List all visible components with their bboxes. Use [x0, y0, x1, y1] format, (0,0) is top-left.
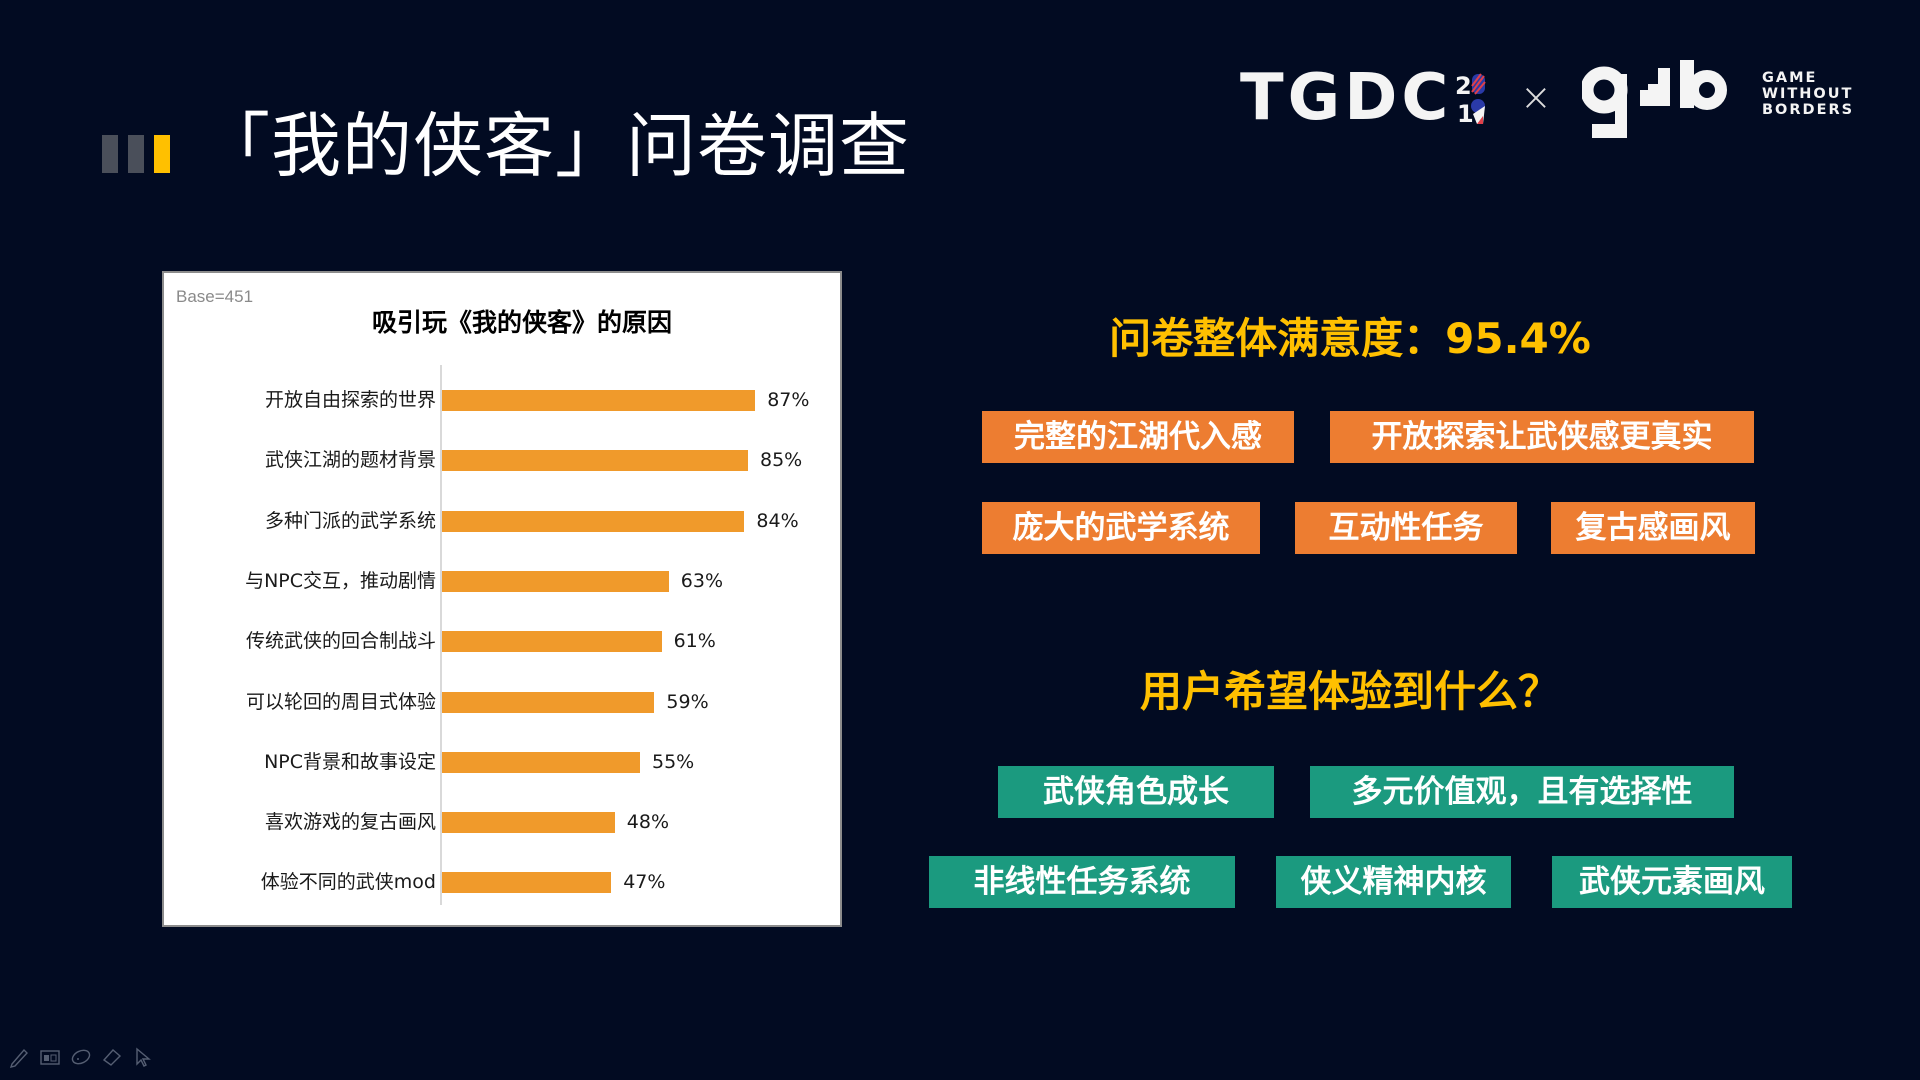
chart-bar	[442, 570, 669, 592]
chart-value-label: 61%	[673, 630, 716, 653]
eraser-icon[interactable]	[101, 1046, 123, 1068]
chart-row: NPC背景和故事设定 55%	[164, 747, 840, 777]
wish-tag: 多元价值观，且有选择性	[1310, 766, 1734, 818]
positive-tag: 庞大的武学系统	[982, 502, 1260, 554]
positive-tag: 完整的江湖代入感	[982, 411, 1294, 463]
chart-row: 喜欢游戏的复古画风 48%	[164, 807, 840, 837]
chart-category-label: 武侠江湖的题材背景	[264, 449, 436, 472]
chart-bar	[442, 510, 745, 532]
chart-value-label: 85%	[760, 449, 803, 472]
chart-y-axis-line	[440, 365, 442, 905]
presenter-toolbar	[8, 1046, 154, 1068]
chart-value-label: 48%	[626, 811, 670, 834]
chart-bar	[442, 691, 655, 713]
wish-tag: 侠义精神内核	[1276, 856, 1511, 908]
chart-row: 可以轮回的周目式体验 59%	[164, 687, 840, 717]
chart-row: 武侠江湖的题材背景 85%	[164, 445, 840, 475]
chart-category-label: 可以轮回的周目式体验	[245, 690, 436, 713]
chart-category-label: 喜欢游戏的复古画风	[264, 811, 436, 834]
reasons-chart-card: Base=451 吸引玩《我的侠客》的原因 开放自由探索的世界 87% 武侠江湖的题…	[162, 271, 842, 927]
slide-title: 「我的侠客」问卷调查	[200, 105, 910, 187]
positive-tag: 互动性任务	[1295, 502, 1517, 554]
chart-category-label: 开放自由探索的世界	[264, 389, 436, 411]
chart-value-label: 59%	[666, 690, 709, 713]
chart-bar	[442, 751, 640, 773]
accent-bar-gray-2	[128, 135, 144, 173]
chart-value-label: 84%	[756, 509, 799, 532]
chart-row: 开放自由探索的世界 87%	[164, 385, 840, 415]
chart-row: 体验不同的武侠mod 47%	[164, 867, 840, 897]
chart-category-label: 体验不同的武侠mod	[260, 871, 436, 894]
chart-bar	[442, 631, 662, 653]
chart-base-note: Base=451	[176, 287, 254, 306]
laser-pointer-icon[interactable]	[70, 1046, 92, 1068]
satisfaction-heading: 问卷整体满意度：95.4%	[1109, 314, 1591, 363]
cursor-arrow-icon[interactable]	[132, 1046, 154, 1068]
gwb-wordmark: GAME WITHOUT BORDERS	[1762, 70, 1854, 118]
wish-tag: 武侠角色成长	[998, 766, 1274, 818]
chart-value-label: 63%	[680, 569, 724, 592]
svg-text:2: 2	[1455, 72, 1472, 100]
chart-row: 多种门派的武学系统 84%	[164, 506, 840, 536]
chart-category-label: NPC背景和故事设定	[264, 750, 436, 773]
svg-text:1: 1	[1457, 100, 1474, 126]
chart-title: 吸引玩《我的侠客》的原因	[371, 308, 672, 337]
positive-tag: 开放探索让武侠感更真实	[1330, 411, 1754, 463]
positive-tag: 复古感画风	[1551, 502, 1755, 554]
chart-bar	[442, 872, 612, 894]
gwb-line-1: GAME	[1762, 70, 1818, 86]
wish-tag: 武侠元素画风	[1552, 856, 1792, 908]
collab-separator: ×	[1520, 75, 1552, 119]
tgdc-2019-logo-mark: 2 1	[1455, 72, 1486, 126]
chart-category-label: 传统武侠的回合制战斗	[245, 630, 436, 653]
chart-bar	[442, 812, 615, 834]
chart-bar	[442, 390, 756, 411]
accent-bar-yellow	[154, 135, 170, 173]
pen-icon[interactable]	[8, 1046, 30, 1068]
gwb-line-2: WITHOUT	[1762, 86, 1854, 102]
tgdc-logo: TGDC	[1240, 61, 1453, 135]
title-accent-bars	[102, 135, 170, 173]
chart-value-label: 87%	[767, 389, 810, 411]
chart-value-label: 47%	[623, 871, 666, 894]
gwb-logo-mark	[1582, 60, 1727, 138]
chart-value-label: 55%	[652, 750, 695, 773]
accent-bar-gray-1	[102, 135, 118, 173]
chart-row: 传统武侠的回合制战斗 61%	[164, 626, 840, 656]
chart-category-label: 与NPC交互，推动剧情	[245, 569, 436, 592]
chart-row: 与NPC交互，推动剧情 63%	[164, 566, 840, 596]
gwb-line-3: BORDERS	[1762, 102, 1855, 118]
wish-question-heading: 用户希望体验到什么？	[1139, 667, 1560, 716]
chart-bar	[442, 450, 748, 472]
wish-tag: 非线性任务系统	[929, 856, 1235, 908]
slides-grid-icon[interactable]	[39, 1046, 61, 1068]
chart-category-label: 多种门派的武学系统	[264, 509, 436, 532]
